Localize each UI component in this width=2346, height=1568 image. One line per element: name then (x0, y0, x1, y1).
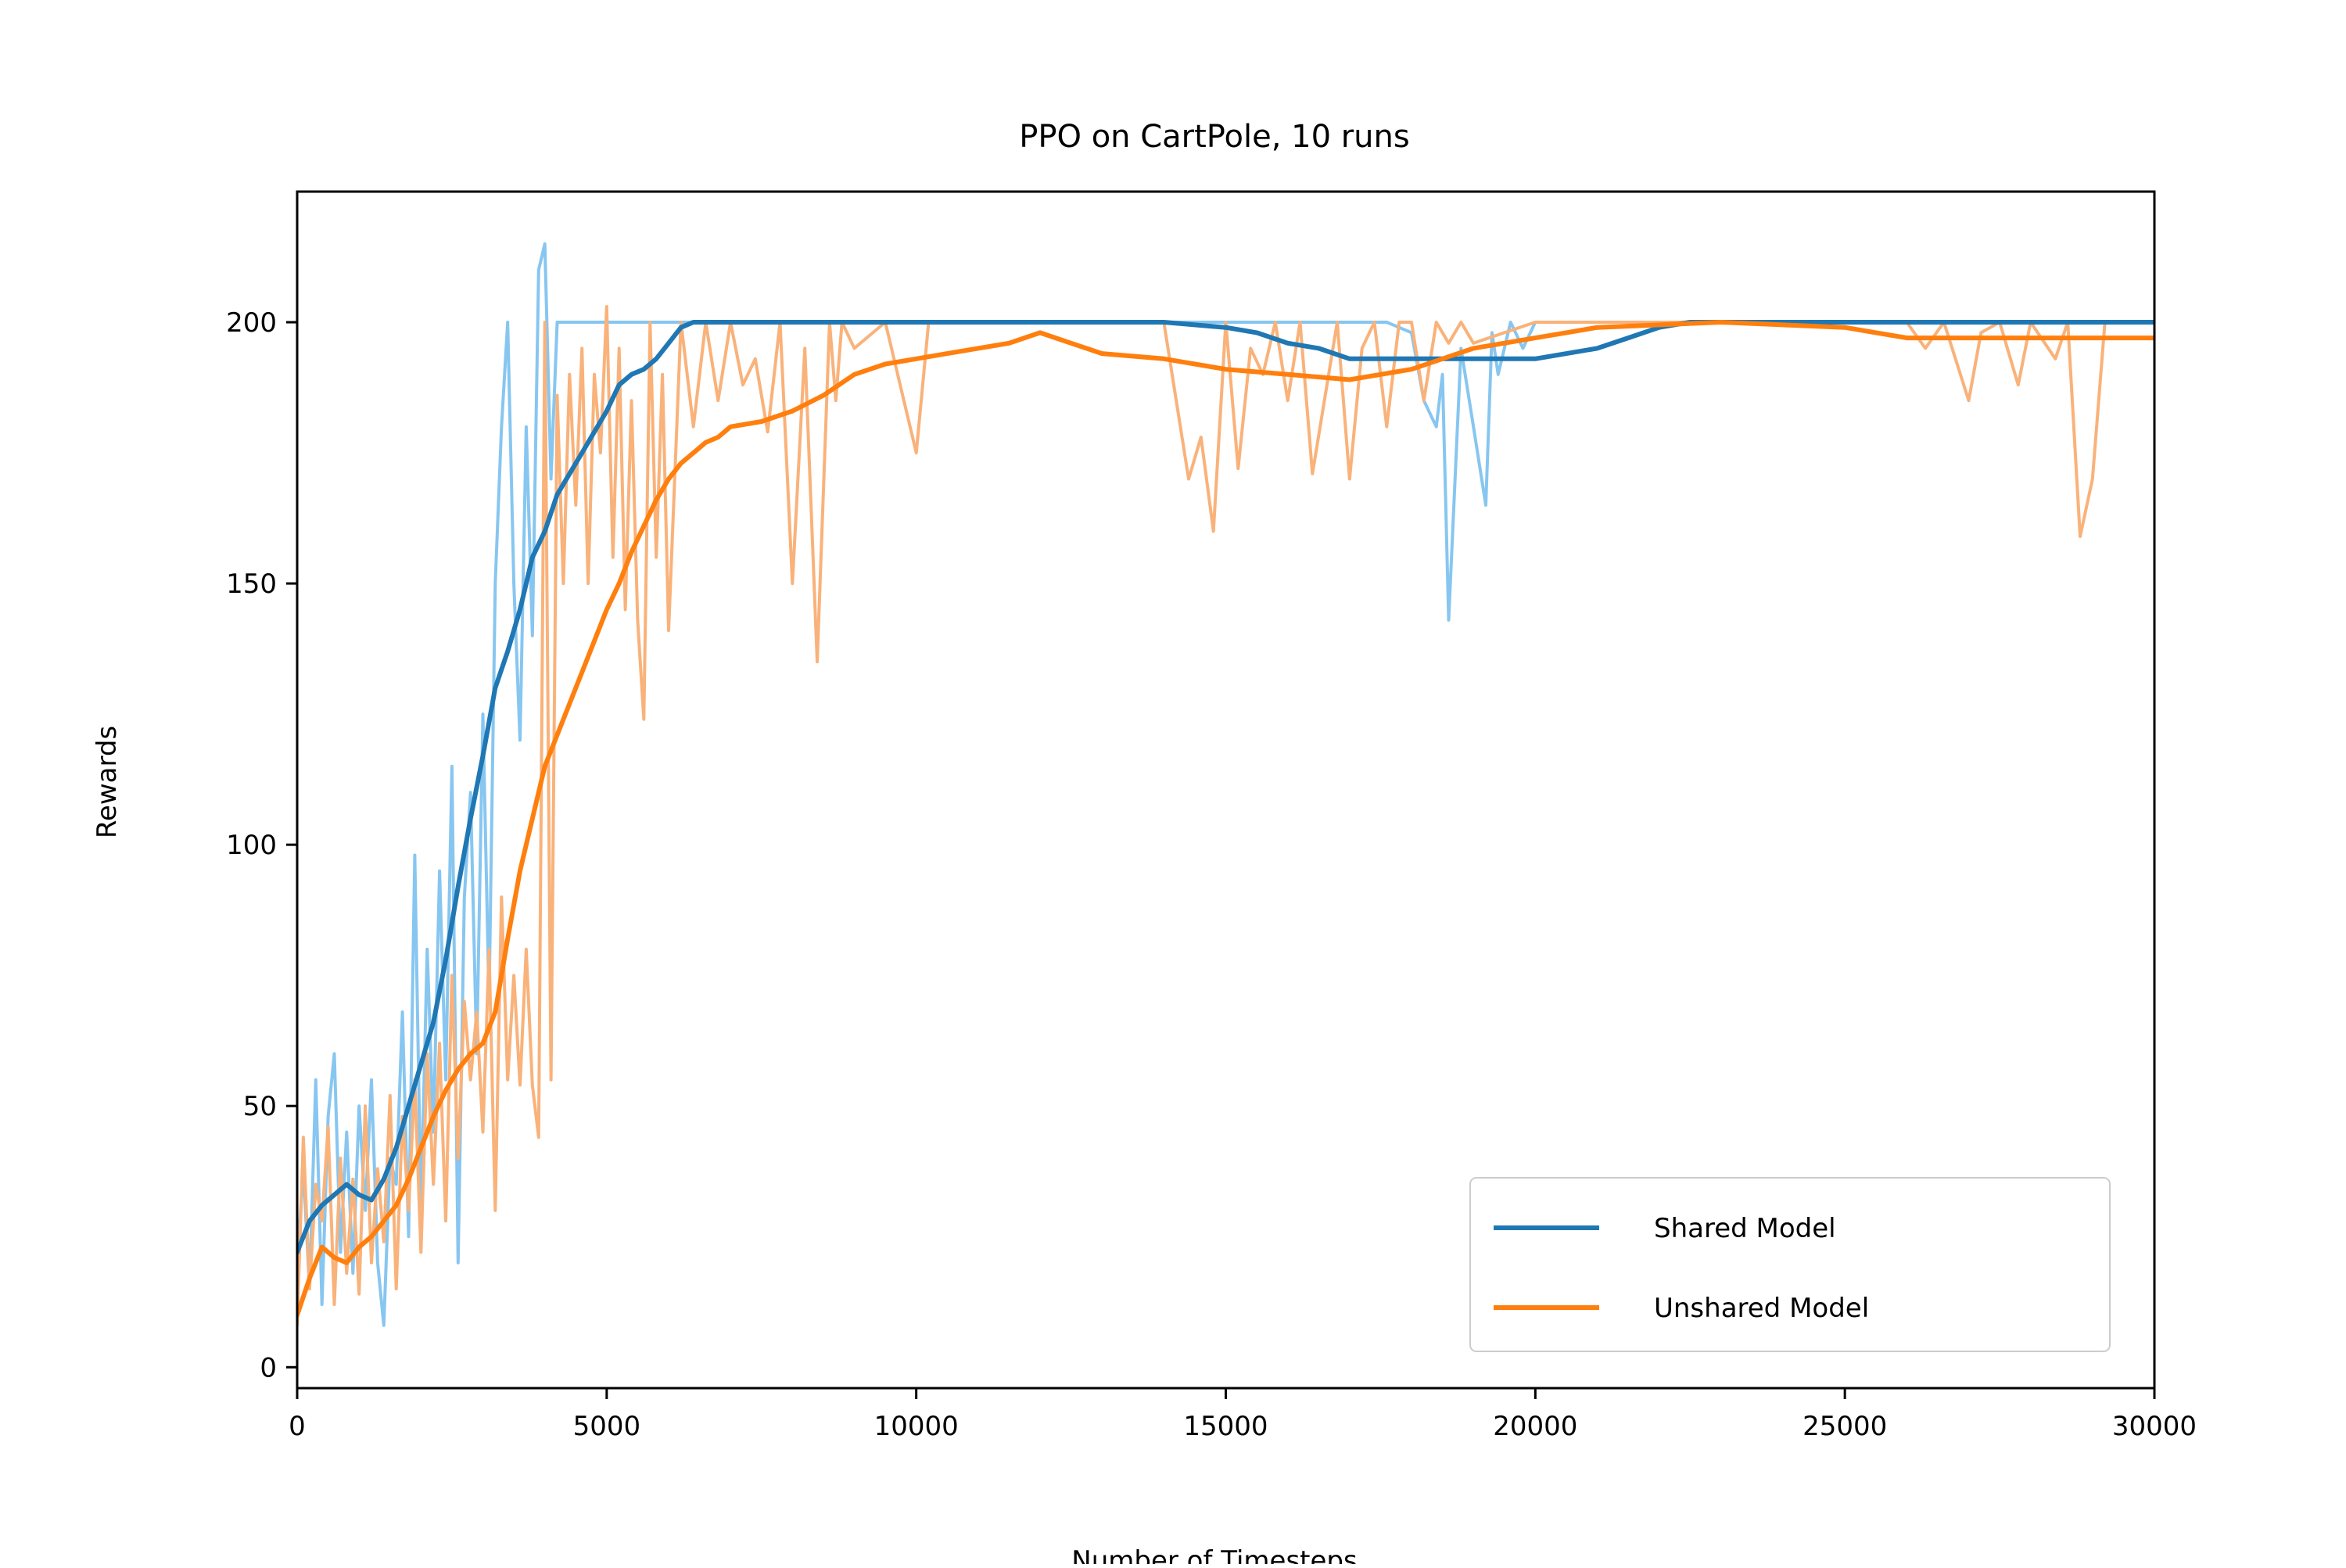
x-tick-label: 10000 (874, 1411, 959, 1442)
x-tick-label: 30000 (2112, 1411, 2197, 1442)
x-axis-label: Number of Timesteps (1071, 1545, 1357, 1564)
x-tick-label: 20000 (1493, 1411, 1577, 1442)
chart-title: PPO on CartPole, 10 runs (1019, 119, 1409, 155)
x-tick-label: 0 (289, 1411, 306, 1442)
axes-layer: 0 5000 10000 15000 20000 25000 30000 0 50 100 150 2… (226, 190, 2197, 1442)
x-tick-label: 25000 (1803, 1411, 1887, 1442)
series-line-unshared-raw (297, 305, 2154, 1327)
series-layer (297, 242, 2154, 1327)
y-tick-label: 50 (243, 1091, 277, 1122)
plot-area (297, 242, 2154, 1327)
legend: Shared Model Unshared Model (1469, 1177, 2111, 1352)
series-line-shared-raw (297, 242, 2154, 1327)
legend-label-shared: Shared Model (1654, 1213, 1836, 1244)
x-tick-label: 15000 (1183, 1411, 1268, 1442)
y-tick-label: 0 (260, 1352, 277, 1383)
x-tick-label: 5000 (573, 1411, 641, 1442)
series-line-unshared (297, 320, 2154, 1318)
y-axis-label: Rewards (91, 726, 123, 838)
legend-box (1469, 1177, 2111, 1352)
legend-label-unshared: Unshared Model (1654, 1293, 1869, 1324)
y-tick-label: 200 (226, 307, 277, 339)
series-line-shared (297, 320, 2154, 1255)
y-tick-label: 100 (226, 830, 277, 861)
y-tick-label: 150 (226, 569, 277, 600)
